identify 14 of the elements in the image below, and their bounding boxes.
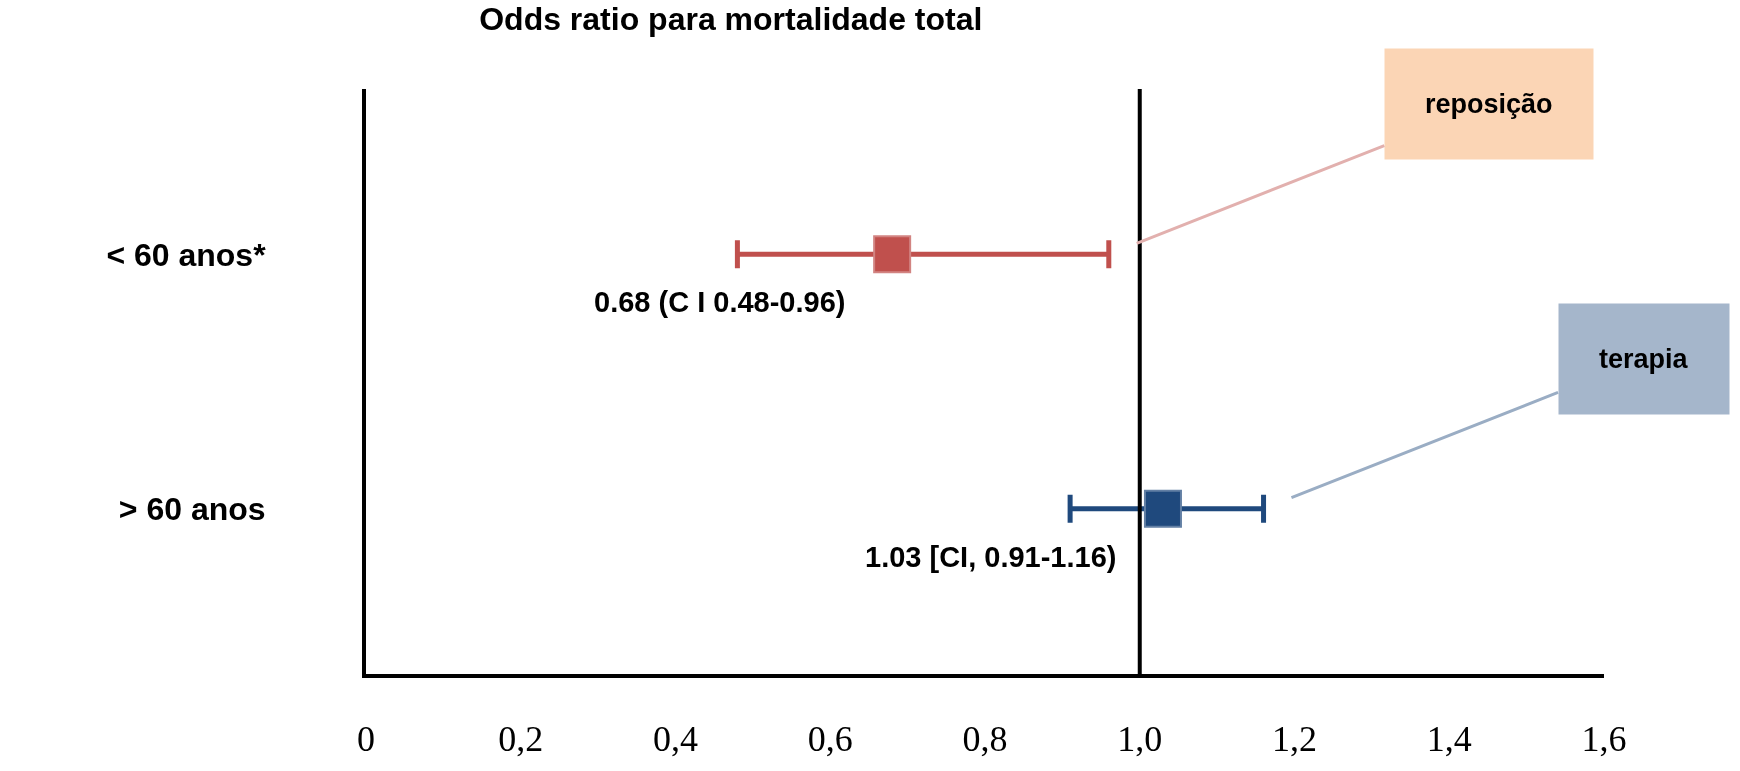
data-label: 1.03 [CI, 0.91-1.16) [865, 541, 1117, 573]
x-tick-label: 0,4 [653, 719, 698, 760]
x-tick-label: 1,2 [1272, 719, 1317, 760]
x-tick-label: 1,6 [1581, 719, 1627, 760]
x-tick-label: 1,0 [1117, 719, 1163, 760]
x-tick-label: 0,8 [962, 719, 1008, 760]
x-tick-label: 0 [357, 719, 375, 760]
chart-title: Odds ratio para mortalidade total [479, 1, 983, 38]
y-tick-label: < 60 anos* [106, 236, 267, 273]
x-tick-label: 1,4 [1426, 719, 1472, 760]
data-label: 0.68 (C I 0.48-0.96) [594, 286, 846, 318]
x-tick-label: 0,2 [498, 719, 544, 760]
y-tick-label: > 60 anos [118, 490, 266, 527]
x-tick-label: 0,6 [807, 719, 853, 760]
